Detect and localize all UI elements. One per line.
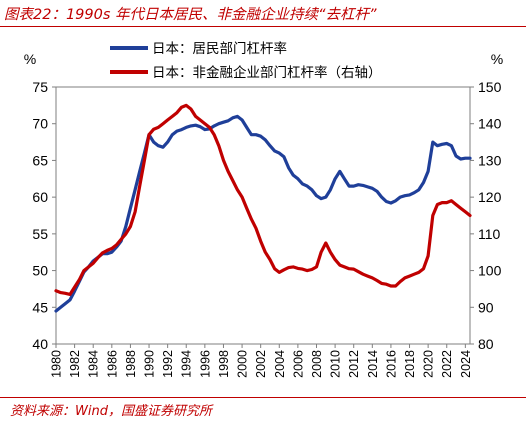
right-tick-label: 90 xyxy=(478,299,494,315)
x-tick-label: 2000 xyxy=(236,350,250,378)
right-axis-unit: % xyxy=(491,51,503,67)
series-line-1 xyxy=(54,114,472,313)
x-tick-label: 1982 xyxy=(68,350,82,378)
x-tick-label: 1988 xyxy=(124,350,138,378)
left-tick-label: 55 xyxy=(32,226,48,242)
right-tick-label: 130 xyxy=(478,152,502,168)
x-tick-label: 2016 xyxy=(384,350,398,378)
left-axis-unit: % xyxy=(24,51,36,67)
x-tick-label: 2010 xyxy=(329,350,343,378)
left-y-axis: % 40 45 50 55 60 65 70 75 xyxy=(24,51,56,352)
plot-area xyxy=(55,86,471,345)
x-tick-label: 1992 xyxy=(161,350,175,378)
series-layer xyxy=(54,103,472,313)
x-tick-label: 1990 xyxy=(143,350,157,378)
title-rule xyxy=(0,26,526,27)
footer-rule xyxy=(0,397,526,398)
left-tick-label: 65 xyxy=(32,152,48,168)
x-tick-label: 2004 xyxy=(273,350,287,378)
right-tick-label: 120 xyxy=(478,189,502,205)
x-tick-label: 1984 xyxy=(87,350,101,378)
x-tick-label: 1986 xyxy=(105,350,119,378)
legend-label-2: 日本：非金融企业部门杠杆率（右轴） xyxy=(152,64,382,80)
x-tick-label: 2014 xyxy=(366,350,380,378)
dual-axis-line-chart: % 40 45 50 55 60 65 70 75 % 80 90 100 110 120 130 140… xyxy=(24,40,503,378)
x-tick-label: 1998 xyxy=(217,350,231,378)
x-tick-label: 2012 xyxy=(347,350,361,378)
left-tick-label: 45 xyxy=(32,299,48,315)
left-tick-label: 50 xyxy=(32,263,48,279)
left-tick-label: 40 xyxy=(32,336,48,352)
x-tick-label: 2024 xyxy=(459,350,473,378)
x-tick-label: 2008 xyxy=(310,350,324,378)
right-tick-label: 100 xyxy=(478,263,502,279)
left-tick-label: 60 xyxy=(32,189,48,205)
right-tick-label: 80 xyxy=(478,336,494,352)
x-tick-label: 2006 xyxy=(291,350,305,378)
series-line-2 xyxy=(54,103,472,296)
x-tick-label: 1996 xyxy=(198,350,212,378)
right-tick-label: 150 xyxy=(478,79,502,95)
legend-label-1: 日本：居民部门杠杆率 xyxy=(152,40,287,56)
right-tick-label: 110 xyxy=(478,226,501,242)
left-tick-label: 70 xyxy=(32,116,48,132)
right-tick-label: 140 xyxy=(478,116,502,132)
x-tick-label: 2002 xyxy=(254,350,268,378)
x-tick-label: 2022 xyxy=(440,350,454,378)
plot-frame xyxy=(55,86,471,345)
x-tick-label: 2018 xyxy=(403,350,417,378)
chart-title: 图表22：1990s 年代日本居民、非金融企业持续“去杠杆” xyxy=(4,7,377,23)
left-tick-label: 75 xyxy=(32,79,48,95)
right-y-axis: % 80 90 100 110 120 130 140 150 xyxy=(470,51,503,352)
source-note: 资料来源：Wind，国盛证券研究所 xyxy=(10,404,212,419)
x-axis: 1980 1982 1984 1986 1988 1990 1992 1994 1996 1998… xyxy=(50,344,473,378)
x-tick-label: 1980 xyxy=(50,350,64,378)
x-tick-label: 2020 xyxy=(422,350,436,378)
x-tick-label: 1994 xyxy=(180,350,194,378)
